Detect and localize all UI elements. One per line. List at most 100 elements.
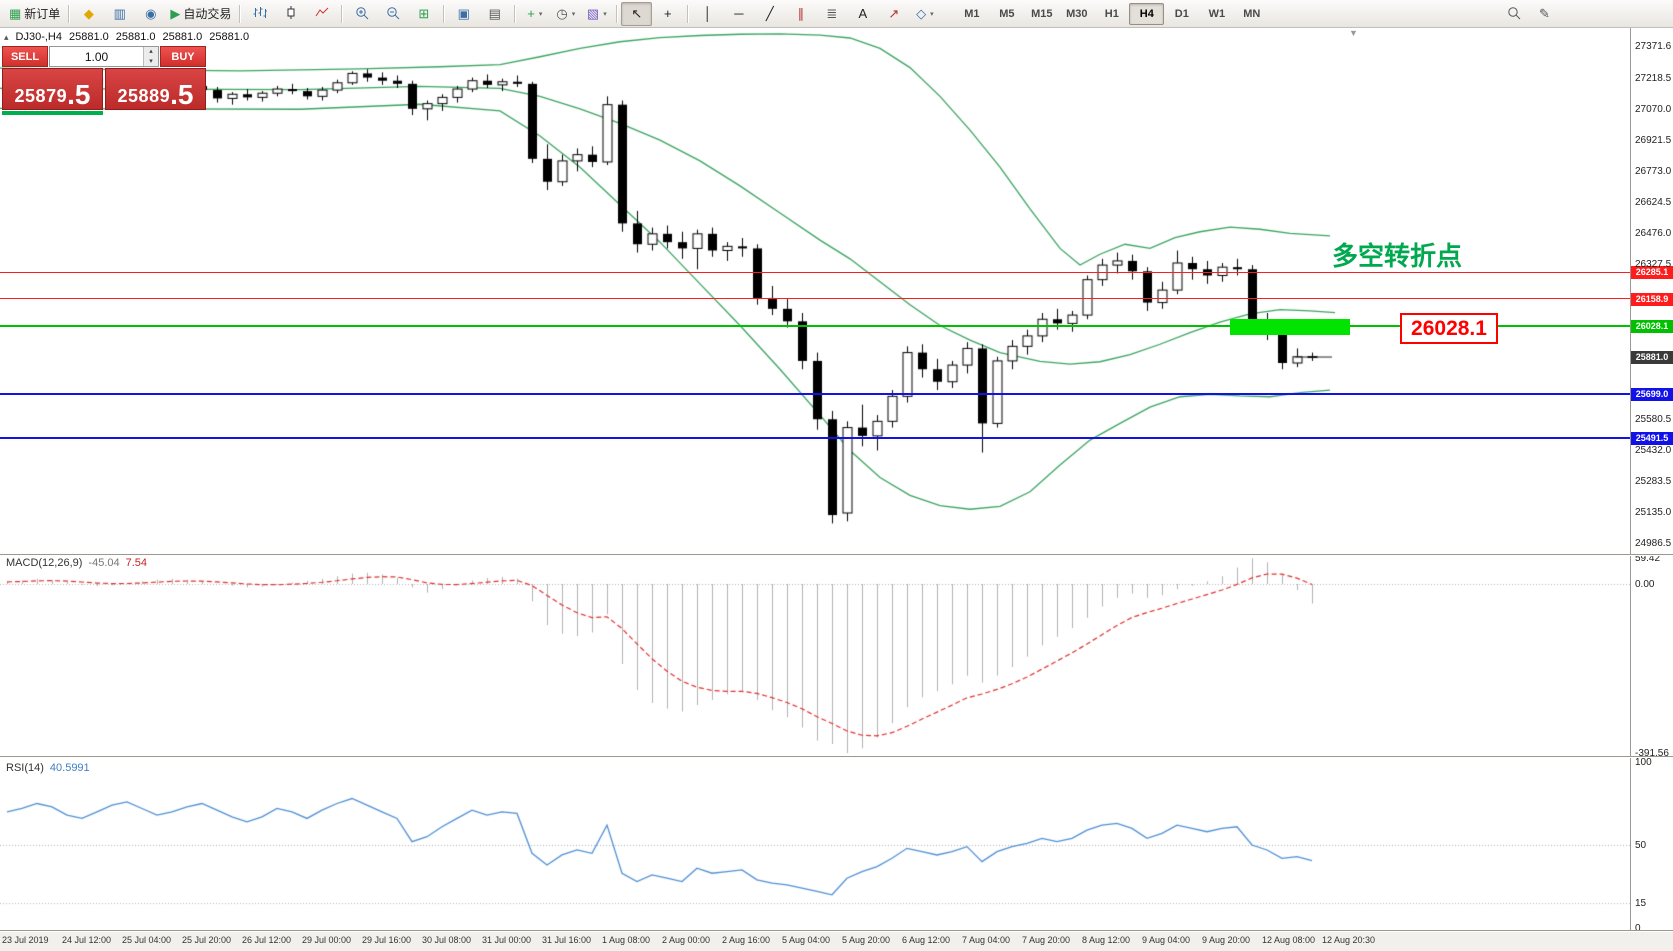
line-chart-button[interactable]	[306, 2, 337, 26]
ohlc-bars-button[interactable]	[244, 2, 275, 26]
shapes-icon: ◇	[916, 6, 927, 21]
time-scale[interactable]: 23 Jul 2019 24 Jul 12:00 25 Jul 04:00 25 Ju…	[0, 931, 1673, 951]
volume-down-icon[interactable]	[144, 56, 158, 66]
templates-icon: ▧	[586, 6, 600, 21]
timeframe-m30-button[interactable]: M30	[1066, 7, 1088, 20]
price-axis-label: 27218.5	[1635, 72, 1672, 84]
chevron-down-icon[interactable]: ▾	[930, 10, 934, 18]
chart-properties-button[interactable]: ✎	[1529, 2, 1560, 26]
buy-price-display[interactable]: 25889 .5	[105, 68, 206, 110]
toolbar: ▦ 新订单 ◆ ▥ ◉ ▶ 自动交易 ⊞ ▣ ▤ + ▾ ◷ ▾ ▧ ▾ ↖ + │ ─ ╱ ∥ ≣ A ↗ ◇ ▾ M1 M5 M15…	[0, 0, 1673, 28]
sell-price-display[interactable]: 25879 .5	[2, 68, 103, 110]
candlesticks-button[interactable]	[275, 2, 306, 26]
highlight-rectangle[interactable]	[1230, 319, 1350, 335]
time-axis-label: 24 Jul 12:00	[62, 935, 112, 945]
horizontal-line-26028.1[interactable]	[0, 324, 1630, 327]
buy-button[interactable]: BUY	[160, 46, 206, 67]
new-order-button[interactable]: ▦ 新订单	[5, 2, 64, 26]
toolbar-separator	[514, 4, 516, 23]
time-axis-label: 25 Jul 04:00	[122, 935, 172, 945]
panel-separator[interactable]	[0, 756, 1673, 757]
periods-icon: ◷	[556, 6, 568, 21]
volume-value[interactable]: 1.00	[84, 49, 109, 64]
shapes-button[interactable]: ◇ ▾	[909, 2, 940, 26]
arrows-tool-button[interactable]: ↗	[878, 2, 909, 26]
panel-separator[interactable]	[0, 554, 1673, 555]
price-axis-label: 26773.0	[1635, 165, 1672, 177]
time-axis-label: 31 Jul 00:00	[482, 935, 532, 945]
alerts-button[interactable]: ◉	[135, 2, 166, 26]
data-window-button[interactable]: ▤	[479, 2, 510, 26]
horizontal-line-button[interactable]: ─	[723, 2, 754, 26]
tile-windows-button[interactable]: ▣	[448, 2, 479, 26]
horizontal-line-25699.0[interactable]	[0, 393, 1630, 396]
price-tag-26285.1: 26285.1	[1631, 266, 1673, 280]
trendline-button[interactable]: ╱	[754, 2, 785, 26]
search-button[interactable]	[1498, 2, 1529, 26]
time-axis-label: 7 Aug 04:00	[962, 935, 1011, 945]
chevron-down-icon[interactable]: ▾	[603, 10, 607, 18]
price-axis-label: 26921.5	[1635, 134, 1672, 146]
price-axis-label: 26476.0	[1635, 227, 1672, 239]
timeframe-m15-button[interactable]: M15	[1031, 7, 1053, 20]
panel-separator[interactable]	[0, 930, 1673, 931]
price-axis-label: 25283.5	[1635, 476, 1672, 488]
timeframe-d1-button[interactable]: D1	[1174, 7, 1189, 20]
price-callout-box[interactable]: 26028.1	[1400, 313, 1498, 344]
volume-field[interactable]: 1.00	[49, 46, 159, 67]
periods-button[interactable]: ◷ ▾	[550, 2, 581, 26]
macd-main-value: -45.04	[88, 557, 120, 569]
sell-price-frac: .5	[67, 79, 91, 110]
price-axis-label: 26624.5	[1635, 196, 1672, 208]
zoom-in-icon	[355, 6, 369, 22]
equidistant-channel-button[interactable]: ∥	[785, 2, 816, 26]
indicators-button[interactable]: + ▾	[519, 2, 550, 26]
chart-shift-icon[interactable]	[1349, 28, 1358, 38]
zoom-in-button[interactable]	[346, 2, 377, 26]
time-axis-label: 8 Aug 12:00	[1082, 935, 1131, 945]
timeframe-mn-button[interactable]: MN	[1243, 7, 1261, 20]
pivot-annotation[interactable]: 多空转折点	[1332, 242, 1463, 272]
crosshair-button[interactable]: +	[652, 2, 683, 26]
volume-stepper[interactable]	[143, 47, 158, 66]
timeframe-h4-button[interactable]: H4	[1129, 2, 1165, 25]
sell-button[interactable]: SELL	[2, 46, 48, 67]
timeframe-h1-button[interactable]: H1	[1104, 7, 1119, 20]
one-click-panel: SELL 1.00 BUY 25879 .5 25889 .5	[2, 46, 206, 115]
fibonacci-icon: ≣	[826, 6, 838, 21]
toolbar-separator	[68, 4, 70, 23]
templates-button[interactable]: ▧ ▾	[581, 2, 612, 26]
fibonacci-button[interactable]: ≣	[816, 2, 847, 26]
time-axis-label: 29 Jul 16:00	[362, 935, 412, 945]
grid-button[interactable]: ⊞	[408, 2, 439, 26]
horizontal-line-25491.5[interactable]	[0, 436, 1630, 439]
macd-signal-value: 7.54	[125, 557, 148, 569]
chevron-down-icon[interactable]: ▾	[538, 10, 543, 18]
chevron-down-icon[interactable]: ▾	[571, 10, 576, 18]
equidistant-channel-icon: ∥	[797, 6, 805, 21]
price-scale[interactable]: 26285.1 26158.9 26028.1 25699.0 25491.5 25881…	[1630, 28, 1673, 934]
cursor-button[interactable]: ↖	[621, 1, 653, 26]
crosshair-icon: +	[664, 6, 672, 21]
macd-header: MACD(12,26,9) -45.04 7.54	[6, 557, 147, 569]
timeframe-m1-button[interactable]: M1	[964, 7, 980, 20]
chart-canvas[interactable]	[0, 0, 1630, 950]
new-order-label: 新订单	[24, 7, 61, 21]
rsi-scale-label: 100	[1635, 757, 1652, 768]
one-click-collapse-icon[interactable]	[4, 32, 9, 43]
horizontal-line-26285.1[interactable]	[0, 271, 1630, 273]
timeframe-m5-button[interactable]: M5	[999, 7, 1015, 20]
volume-up-icon[interactable]	[144, 47, 158, 57]
vertical-line-button[interactable]: │	[692, 2, 723, 26]
zoom-out-button[interactable]	[377, 2, 408, 26]
timeframe-w1-button[interactable]: W1	[1208, 7, 1226, 20]
charts-window-button[interactable]: ◆	[73, 2, 104, 26]
toolbar-separator	[443, 4, 445, 23]
profiles-button[interactable]: ▥	[104, 2, 135, 26]
horizontal-line-26158.9[interactable]	[0, 298, 1630, 300]
macd-label: MACD(12,26,9)	[6, 557, 83, 569]
auto-trading-button[interactable]: ▶ 自动交易	[166, 2, 235, 26]
rsi-value: 40.5991	[49, 762, 90, 774]
text-tool-button[interactable]: A	[847, 2, 878, 26]
macd-scale-label: 59.42	[1635, 553, 1661, 565]
